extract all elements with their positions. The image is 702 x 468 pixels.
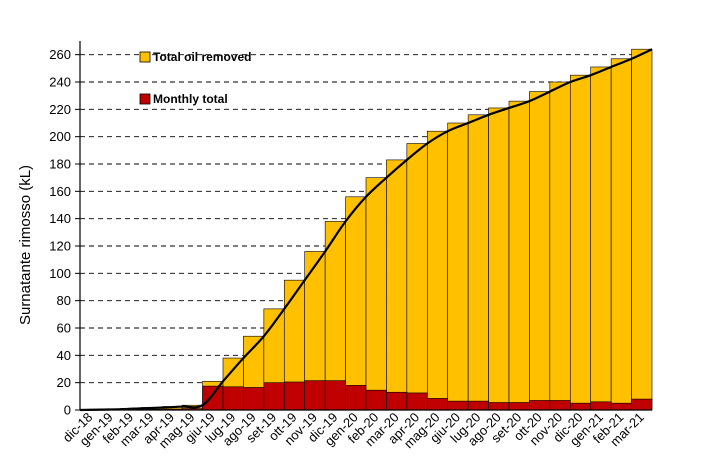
bar-monthly-total [263, 382, 285, 411]
legend-swatch-monthly [139, 93, 151, 105]
bar-monthly-total [508, 402, 530, 411]
cumulative-line [79, 48, 653, 412]
y-tick-label: 260 [49, 47, 71, 62]
legend-label-monthly: Monthly total [153, 92, 228, 106]
legend-label-total-oil: Total oil removed [153, 50, 251, 64]
bar-total-oil [406, 143, 428, 411]
bar-monthly-total [202, 385, 224, 411]
bar-total-oil [365, 177, 387, 411]
y-tick-label: 180 [49, 157, 71, 172]
legend: Total oil removed Monthly total [139, 50, 251, 106]
bar-monthly-total [283, 381, 306, 411]
y-tick-label: 40 [57, 348, 71, 363]
bar-monthly-total [406, 392, 428, 411]
legend-swatch-total-oil [139, 51, 151, 63]
y-tick-label: 120 [49, 239, 71, 254]
y-tick-label: 200 [49, 129, 71, 144]
x-tick-labels: dic-18gen-19feb-19mar-19apr-19mag-19giu-… [60, 410, 647, 452]
bar-total-oil [467, 114, 489, 411]
bar-total-oil [447, 122, 469, 411]
bar-total-oil [488, 107, 510, 411]
y-tick-label: 80 [57, 293, 71, 308]
bar-total-oil [549, 81, 571, 411]
bar-monthly-total [569, 402, 592, 411]
bar-monthly-total [345, 385, 367, 411]
bar-monthly-total [631, 398, 653, 411]
bar-monthly-total [365, 389, 387, 411]
bar-monthly-total [590, 401, 612, 411]
y-tick-label: 240 [49, 75, 71, 90]
bar-monthly-total [304, 380, 326, 411]
bar-total-oil [590, 66, 612, 411]
bar-total-oil [569, 74, 592, 411]
bar-monthly-total [324, 380, 346, 411]
bar-monthly-total [386, 391, 408, 411]
bar-total-oil [345, 196, 367, 411]
y-tick-label: 0 [64, 403, 71, 418]
y-tick-label: 100 [49, 266, 71, 281]
bar-monthly-total [549, 400, 571, 411]
bar-monthly-total [426, 398, 449, 411]
bar-total-oil [610, 58, 632, 411]
cumulative-total-line [79, 48, 653, 412]
axes [75, 41, 652, 411]
bar-total-oil [508, 100, 530, 411]
y-axis-label: Surnatante rimosso (kL) [17, 165, 34, 325]
bar-monthly-total [488, 402, 510, 411]
bar-total-oil [386, 159, 408, 411]
bar-total-oil [631, 48, 653, 411]
monthly-total-bars [79, 380, 653, 411]
bar-monthly-total [222, 386, 244, 411]
bar-total-oil [529, 91, 551, 411]
bar-monthly-total [467, 400, 489, 411]
y-tick-label: 220 [49, 102, 71, 117]
total-oil-bars [79, 48, 653, 411]
bar-monthly-total [529, 400, 551, 411]
y-tick-label: 140 [49, 211, 71, 226]
bar-monthly-total [447, 400, 469, 411]
y-tick-labels: 0 20 40 60 80 100 120 140 160 180 200 220 240 260 [49, 47, 71, 417]
y-tick-label: 60 [57, 321, 71, 336]
bar-total-oil [426, 130, 449, 411]
bar-monthly-total [610, 402, 632, 411]
y-tick-label: 20 [57, 375, 71, 390]
bar-monthly-total [243, 387, 265, 411]
y-tick-label: 160 [49, 184, 71, 199]
